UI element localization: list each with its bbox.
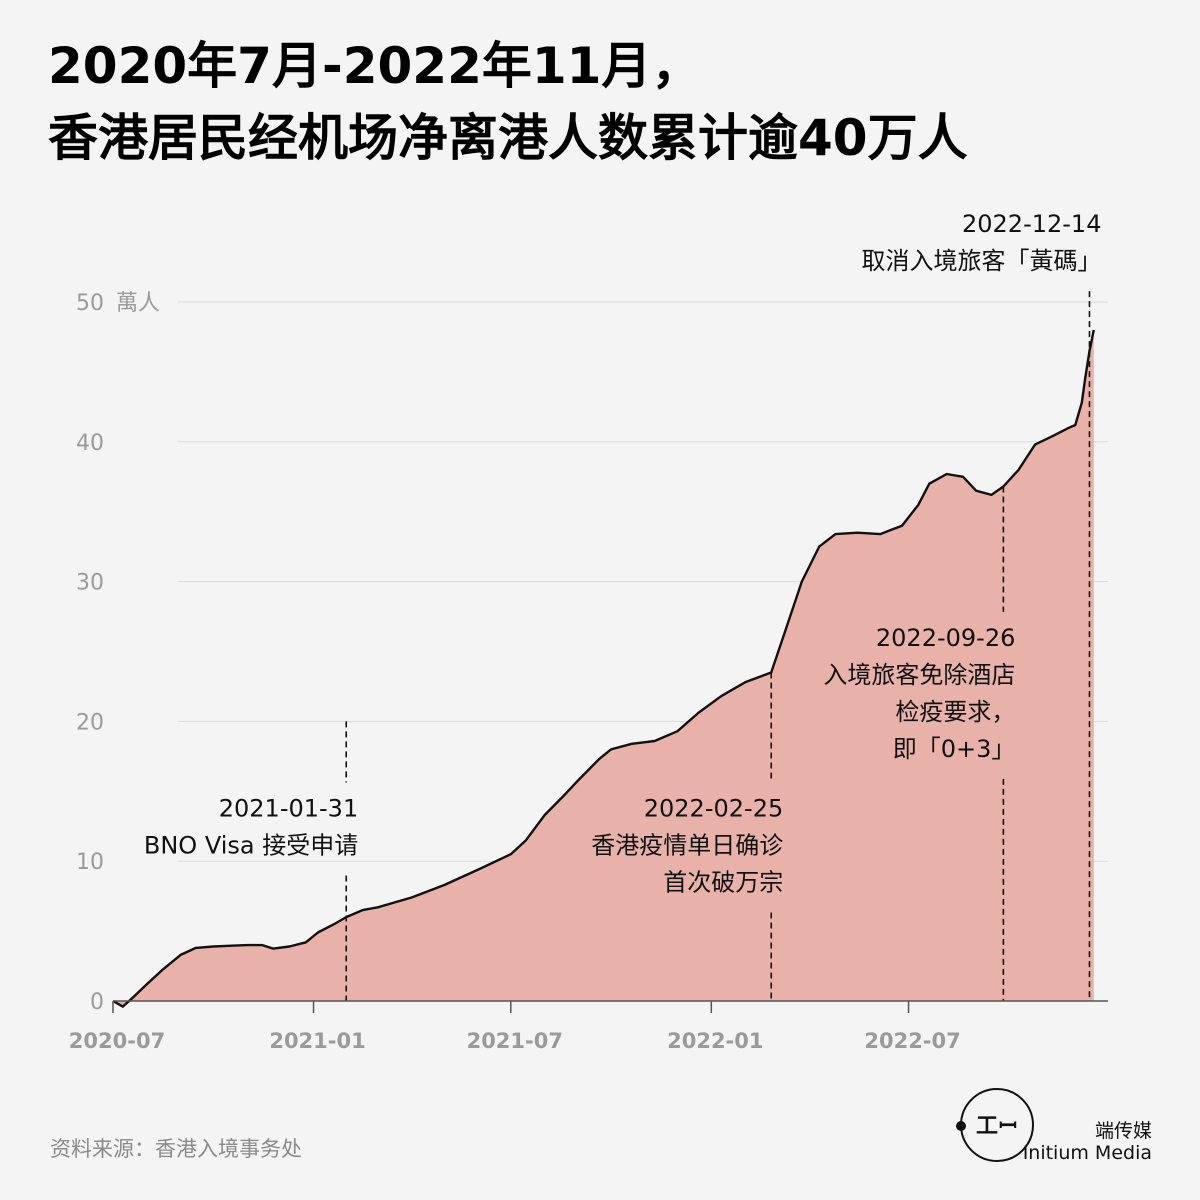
annotation-2022-09-26-label-line-2: 检疫要求， xyxy=(895,698,1015,726)
annotation-2022-12-14-label-line-1: 取消入境旅客「黃碼」 xyxy=(861,247,1101,275)
chart-title: 2020年7月-2022年11月， 香港居民经机场净离港人数累计逾40万人 xyxy=(48,30,1168,174)
chart-title-line1: 2020年7月-2022年11月， xyxy=(48,37,702,95)
annotation-2022-12-14-label: 2022-12-14 取消入境旅客「黃碼」 xyxy=(861,210,1101,275)
annotation-2022-09-26-label-line-0: 2022-09-26 xyxy=(876,624,1015,652)
initium-logo-icon: 工ꟷ xyxy=(956,1088,1034,1162)
chart-title-line2: 香港居民经机场净离港人数累计逾40万人 xyxy=(48,109,968,167)
x-tick-label-2020-07: 2020-07 xyxy=(69,1029,165,1053)
y-tick-label-30: 30 xyxy=(76,571,104,596)
annotation-2021-01-31-label: 2021-01-31 BNO Visa 接受申请 xyxy=(144,794,358,859)
annotations: 2021-01-31 BNO Visa 接受申请 2022-02-25 香港疫情单日确… xyxy=(144,210,1101,1001)
annotation-2022-02-25-label-line-1: 香港疫情单日确诊 xyxy=(591,831,783,859)
series-line xyxy=(112,329,1095,1008)
x-tick-label-2021-07: 2021-07 xyxy=(467,1029,563,1053)
annotation-2022-09-26-label-line-3: 即「0+3」 xyxy=(893,735,1016,763)
x-tick-label-2022-01: 2022-01 xyxy=(667,1029,763,1053)
logo-glyph: 工ꟷ xyxy=(976,1114,1018,1139)
y-tick-label-10: 10 xyxy=(76,850,104,875)
y-tick-label-0: 0 xyxy=(90,990,104,1015)
brand-name-cn: 端传媒 xyxy=(1094,1120,1152,1142)
logo-dot-icon xyxy=(956,1121,966,1131)
brand-name-en: Initium Media xyxy=(1022,1142,1152,1164)
y-tick-label-20: 20 xyxy=(76,710,104,735)
y-tick-label-40: 40 xyxy=(76,431,104,456)
x-tick-label-2021-01: 2021-01 xyxy=(269,1029,365,1053)
annotation-2022-09-26-label-line-1: 入境旅客免除酒店 xyxy=(823,661,1015,689)
annotation-2022-02-25-label-line-2: 首次破万宗 xyxy=(663,868,783,896)
axes: 0 10 20 30 40 50 萬人 2020-07 2021-01 2021-07 2022-0… xyxy=(69,291,1108,1053)
series-area-layer xyxy=(112,329,1095,1008)
annotation-2021-01-31-label-line-1: BNO Visa 接受申请 xyxy=(144,831,358,859)
annotation-2022-12-14-label-line-0: 2022-12-14 xyxy=(962,210,1101,238)
data-source-note: 资料来源：香港入境事务处 xyxy=(50,1137,302,1161)
annotation-2021-01-31-label-line-0: 2021-01-31 xyxy=(219,794,358,822)
series-area xyxy=(113,330,1094,1007)
y-tick-label-50: 50 xyxy=(76,291,104,316)
annotation-2022-02-25-label-line-0: 2022-02-25 xyxy=(644,794,783,822)
y-unit-label: 萬人 xyxy=(116,291,160,316)
x-tick-label-2022-07: 2022-07 xyxy=(864,1029,960,1053)
